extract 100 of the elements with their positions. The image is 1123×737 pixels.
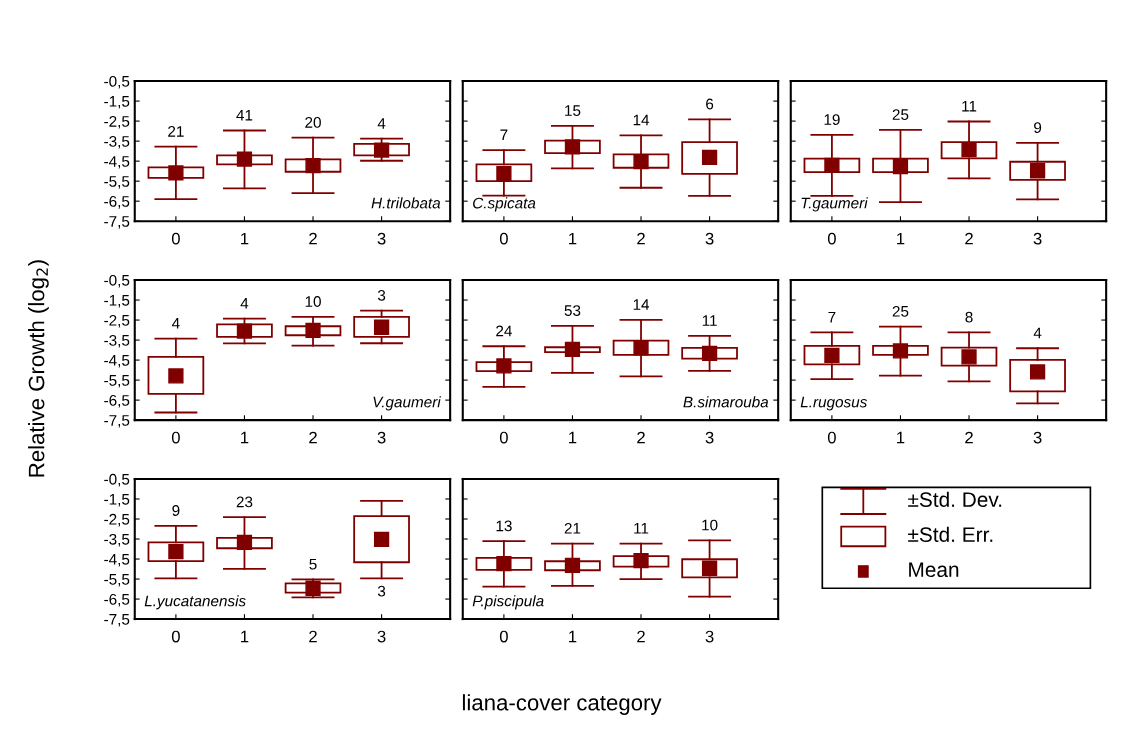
x-tick-label: 1 (569, 630, 577, 643)
annotation: 4 (1033, 327, 1042, 339)
text: T.gaumeri (801, 197, 868, 212)
y-tick-label: -0,5 (104, 473, 130, 487)
x-tick-label: 3 (705, 232, 714, 245)
y-tick-label: -7,5 (104, 216, 130, 229)
annotation: 10 (702, 519, 718, 531)
y-tick-label: -5,5 (104, 574, 130, 587)
annotation: 25 (892, 305, 909, 317)
annotation: 7 (828, 311, 836, 323)
y-tick-label: -2,5 (104, 314, 130, 328)
text: P.piscipula (472, 595, 544, 610)
x-tick-label: 3 (705, 431, 714, 444)
x-tick-label: 0 (499, 630, 508, 643)
annotation: 3 (377, 289, 386, 301)
x-tick-label: 0 (827, 431, 836, 444)
x-tick-label: 2 (309, 232, 317, 245)
annotation: 24 (496, 325, 512, 337)
y-tick-label: -2,5 (104, 115, 130, 129)
x-tick-label: 0 (171, 232, 180, 245)
y-tick-label: -1,5 (104, 494, 130, 507)
y-tick-label: -0,5 (104, 274, 130, 288)
annotation: 13 (496, 520, 512, 532)
x-tick-label: 3 (1033, 232, 1042, 245)
annotation: 7 (500, 129, 508, 141)
y-tick-label: -5,5 (104, 375, 130, 388)
y-tick-label: -7,5 (104, 614, 130, 627)
y-tick-label: -4,5 (104, 355, 130, 368)
annotation: 41 (236, 109, 253, 121)
annotation: 21 (168, 125, 184, 137)
annotation: 20 (305, 116, 321, 128)
x-tick-label: 3 (377, 232, 386, 245)
y-tick-label: -3,5 (104, 334, 130, 348)
annotation: 14 (633, 114, 650, 126)
x-tick-label: 0 (171, 431, 180, 444)
x-tick-label: 2 (965, 232, 973, 245)
annotation: 4 (172, 318, 180, 329)
y-tick-label: -3,5 (104, 135, 130, 149)
annotation: 15 (565, 105, 581, 116)
x-tick-label: 3 (377, 431, 386, 444)
text: ±Std. Dev. (908, 491, 1002, 507)
y-tick-label: -0,5 (104, 75, 130, 89)
x-tick-label: 2 (965, 431, 973, 444)
annotation: 19 (824, 114, 840, 125)
annotation: 4 (240, 298, 249, 309)
x-tick-label: 0 (499, 431, 508, 444)
text: H.trilobata (371, 197, 441, 209)
annotation: 11 (962, 100, 977, 112)
annotation: 10 (305, 296, 321, 307)
x-tick-label: 3 (377, 630, 386, 643)
x-tick-label: 2 (637, 630, 645, 643)
annotation: 53 (564, 305, 581, 316)
annotation: 25 (892, 109, 909, 120)
x-tick-label: 1 (241, 431, 249, 444)
x-tick-label: 3 (705, 630, 714, 643)
x-axis-title: liana-cover category (462, 694, 662, 715)
x-tick-label: 2 (309, 431, 317, 444)
text: C.spicata (473, 197, 536, 212)
x-tick-label: 2 (309, 630, 317, 643)
annotation: 9 (1034, 122, 1042, 134)
text: Mean (909, 562, 959, 578)
x-tick-label: 1 (241, 630, 249, 643)
y-axis-title: Relative Growth (log$_{2}$) (28, 260, 49, 477)
text: L.yucatanensis (144, 595, 246, 610)
annotation: 5 (309, 558, 317, 570)
x-tick-label: 1 (241, 232, 249, 245)
annotation: 9 (172, 505, 180, 516)
x-tick-label: 1 (569, 431, 577, 444)
y-tick-label: -4,5 (104, 554, 130, 567)
x-tick-label: 3 (1033, 431, 1042, 444)
annotation: 4 (377, 118, 386, 129)
x-tick-label: 1 (897, 431, 905, 444)
y-tick-label: -2,5 (104, 513, 130, 527)
y-tick-label: -1,5 (104, 295, 130, 308)
x-tick-label: 1 (569, 232, 577, 245)
x-tick-label: 0 (171, 630, 180, 643)
annotation: 23 (236, 496, 253, 508)
y-tick-label: -6,5 (104, 196, 130, 209)
text: V.gaumeri (373, 396, 442, 411)
annotation: 8 (965, 311, 973, 323)
x-tick-label: 1 (897, 232, 905, 245)
annotation: 11 (634, 523, 649, 534)
x-tick-label: 0 (827, 232, 836, 245)
annotation: 14 (633, 299, 650, 310)
annotation: 3 (377, 585, 386, 597)
y-tick-label: -4,5 (104, 156, 130, 169)
y-tick-label: -5,5 (104, 176, 130, 189)
annotation: 6 (706, 98, 714, 110)
text: B.simarouba (683, 396, 769, 408)
text: L.rugosus (800, 396, 868, 411)
text: ±Std. Err. (908, 526, 993, 543)
x-tick-label: 2 (637, 232, 645, 245)
y-tick-label: -7,5 (104, 415, 130, 428)
annotation: 21 (564, 522, 581, 534)
y-tick-label: -6,5 (104, 593, 130, 607)
y-tick-label: -1,5 (104, 96, 130, 109)
y-tick-label: -6,5 (104, 394, 130, 408)
x-tick-label: 0 (499, 232, 508, 245)
x-tick-label: 2 (637, 431, 645, 444)
y-tick-label: -3,5 (104, 533, 130, 547)
